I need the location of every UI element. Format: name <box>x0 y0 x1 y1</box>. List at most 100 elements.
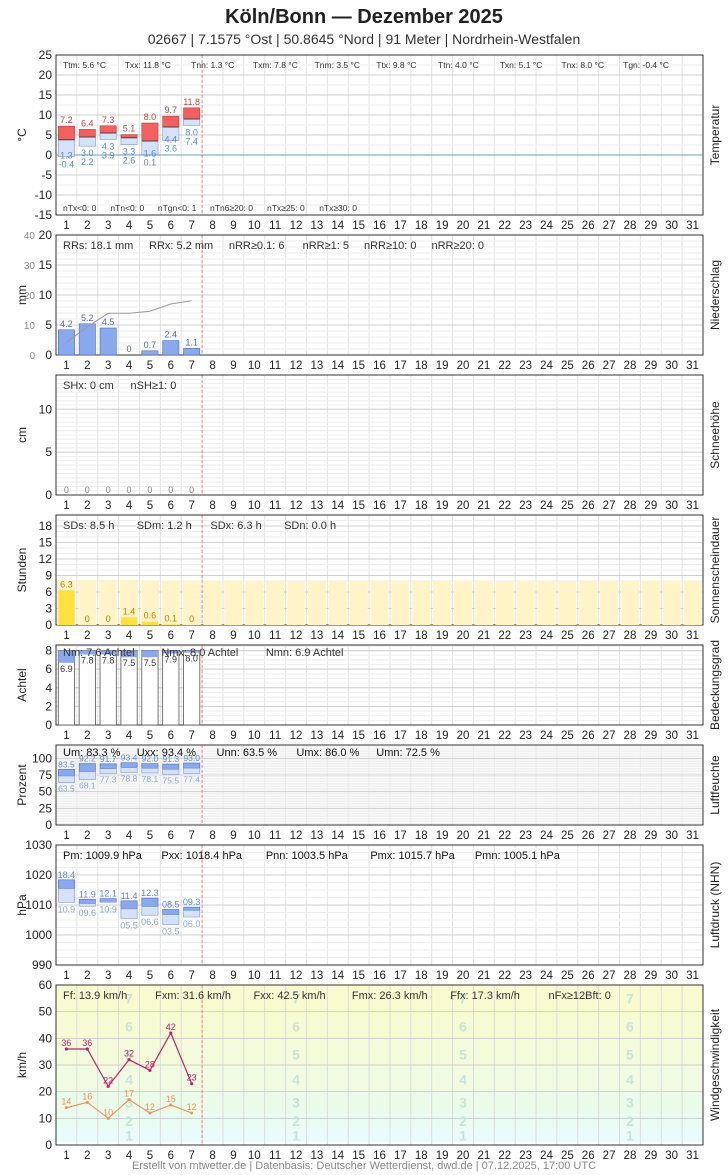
bedeckung-value-label: 7.9 <box>165 655 178 665</box>
temperatur-day-label: 13 <box>310 220 323 232</box>
sonnenschein-day-label: 24 <box>540 630 553 642</box>
feuchte-min-label: 75.5 <box>163 776 180 786</box>
druck-max-label: 18.4 <box>58 870 76 880</box>
druck-min-label: 03.5 <box>162 927 180 937</box>
luftdruck-day-label: 26 <box>582 970 595 982</box>
bedeckung-day-label: 14 <box>331 730 344 742</box>
luftdruck-frame <box>55 844 704 966</box>
temperatur-ytick-label: -10 <box>35 188 53 202</box>
wind-mean-point <box>169 1103 173 1107</box>
niederschlag-day-label: 14 <box>331 360 344 372</box>
sonne-possible-bar <box>370 581 389 625</box>
luftdruck-day-label: 5 <box>147 970 153 982</box>
druck-bar-lower <box>57 888 75 903</box>
temperatur-min-label: 2.6 <box>123 156 136 166</box>
schnee-stat: nSH≥1: 0 <box>131 380 177 392</box>
schneehoehe-day-label: 23 <box>519 500 532 512</box>
wind-mean-label: 10 <box>103 1107 113 1117</box>
wind-mean-label: 12 <box>145 1102 155 1112</box>
schneehoehe-day-label: 25 <box>561 500 574 512</box>
temperatur-bar-min <box>120 137 138 145</box>
schneehoehe-day-label: 9 <box>230 500 236 512</box>
luftfeuchte-day-label: 10 <box>248 830 261 842</box>
wind-bft-label: 3 <box>292 1094 300 1110</box>
sonne-possible-bar <box>641 580 660 625</box>
wind-gust-label: 23 <box>187 1073 197 1083</box>
luftdruck-day-label: 19 <box>436 970 449 982</box>
sonne-bar <box>120 617 138 625</box>
temperatur-day-label: 24 <box>540 220 553 232</box>
wind-mean-label: 15 <box>166 1094 176 1104</box>
luftfeuchte-day-label: 20 <box>457 830 470 842</box>
wind-day-label: 22 <box>498 1150 511 1162</box>
bedeckung-day-label: 27 <box>603 730 616 742</box>
luftfeuchte-day-label: 22 <box>498 830 511 842</box>
wind-day-label: 7 <box>188 1150 194 1162</box>
bedeckung-day-label: 31 <box>686 730 699 742</box>
luftdruck-day-label: 17 <box>394 970 407 982</box>
sonne-value-label: 6.3 <box>60 579 73 589</box>
sonnenschein-day-label: 28 <box>624 630 637 642</box>
feuchte-stat: Um: 83.3 % <box>63 747 121 759</box>
wind-stat: Fxm: 31.6 km/h <box>155 990 231 1002</box>
wind-bft-label: 1 <box>292 1128 300 1144</box>
feuchte-max-label: 91.7 <box>100 754 117 764</box>
niederschlag-day-label: 15 <box>352 360 365 372</box>
feuchte-bar-upper <box>162 763 180 770</box>
sonnenschein-day-label: 31 <box>686 630 699 642</box>
schneehoehe-day-label: 17 <box>394 500 407 512</box>
wind-bft-label: 6 <box>626 1018 634 1034</box>
feuchte-bar-lower <box>183 767 201 774</box>
sonne-value-label: 0.1 <box>165 613 178 623</box>
bedeckung-day-label: 18 <box>415 730 428 742</box>
luftfeuchte-day-label: 14 <box>331 830 344 842</box>
sonnenschein-side-label: Sonnenscheindauer <box>708 517 722 624</box>
sonnenschein-ylabel: Stunden <box>15 548 29 593</box>
sonne-bar <box>162 624 179 625</box>
bedeckung-ytick-label: 4 <box>45 681 52 695</box>
wind-gust-label: 32 <box>124 1049 134 1059</box>
bedeckung-ytick-label: 2 <box>45 699 52 713</box>
feuchte-max-label: 92.2 <box>79 754 96 764</box>
schneehoehe-day-label: 2 <box>84 500 90 512</box>
schneehoehe-side-label: Schneehöhe <box>708 401 722 469</box>
luftdruck-day-label: 23 <box>519 970 532 982</box>
niederschlag-stat: nRR≥1: 5 <box>303 240 349 252</box>
wind-day-label: 13 <box>310 1150 323 1162</box>
sonne-possible-bar <box>119 579 139 625</box>
luftdruck-day-label: 6 <box>168 970 174 982</box>
luftdruck-day-label: 27 <box>603 970 616 982</box>
bedeckung-frame <box>55 644 704 726</box>
wind-bft-label: 7 <box>626 990 634 1006</box>
sonnenschein-day-label: 17 <box>394 630 407 642</box>
wind-gust-point <box>148 1068 152 1072</box>
niederschlag-value-label: 1.1 <box>185 337 198 347</box>
druck-max-label: 12.1 <box>99 889 117 899</box>
feuchte-bar-upper <box>141 763 159 769</box>
temperatur-mid-label: 3.3 <box>123 147 136 157</box>
luftdruck-day-label: 14 <box>331 970 344 982</box>
luftfeuchte-day-label: 5 <box>147 830 153 842</box>
wind-bft-label: 4 <box>125 1072 133 1088</box>
bedeckung-day-label: 29 <box>644 730 657 742</box>
niederschlag-bar <box>99 327 117 356</box>
luftfeuchte-day-label: 16 <box>373 830 386 842</box>
sonnenschein-day-label: 29 <box>644 630 657 642</box>
niederschlag-day-label: 16 <box>373 360 386 372</box>
schneehoehe-ytick-label: 0 <box>45 488 52 502</box>
luftdruck-day-label: 24 <box>540 970 553 982</box>
luftfeuchte-day-label: 21 <box>477 830 490 842</box>
temperatur-ytick-label: -5 <box>41 168 52 182</box>
temperatur-max-label: 9.7 <box>165 105 178 115</box>
sonne-possible-bar <box>78 579 97 625</box>
wind-gust-point <box>190 1082 194 1086</box>
bedeckung-day-label: 11 <box>269 730 281 742</box>
wind-gust-point <box>106 1084 110 1088</box>
wind-day-label: 2 <box>84 1150 90 1162</box>
sonnenschein-day-label: 1 <box>63 630 69 642</box>
sonnenschein-day-label: 9 <box>230 630 236 642</box>
druck-bar-lower <box>141 906 159 916</box>
luftfeuchte-day-label: 25 <box>561 830 574 842</box>
luftfeuchte-day-label: 27 <box>603 830 616 842</box>
niederschlag-day-label: 18 <box>415 360 428 372</box>
